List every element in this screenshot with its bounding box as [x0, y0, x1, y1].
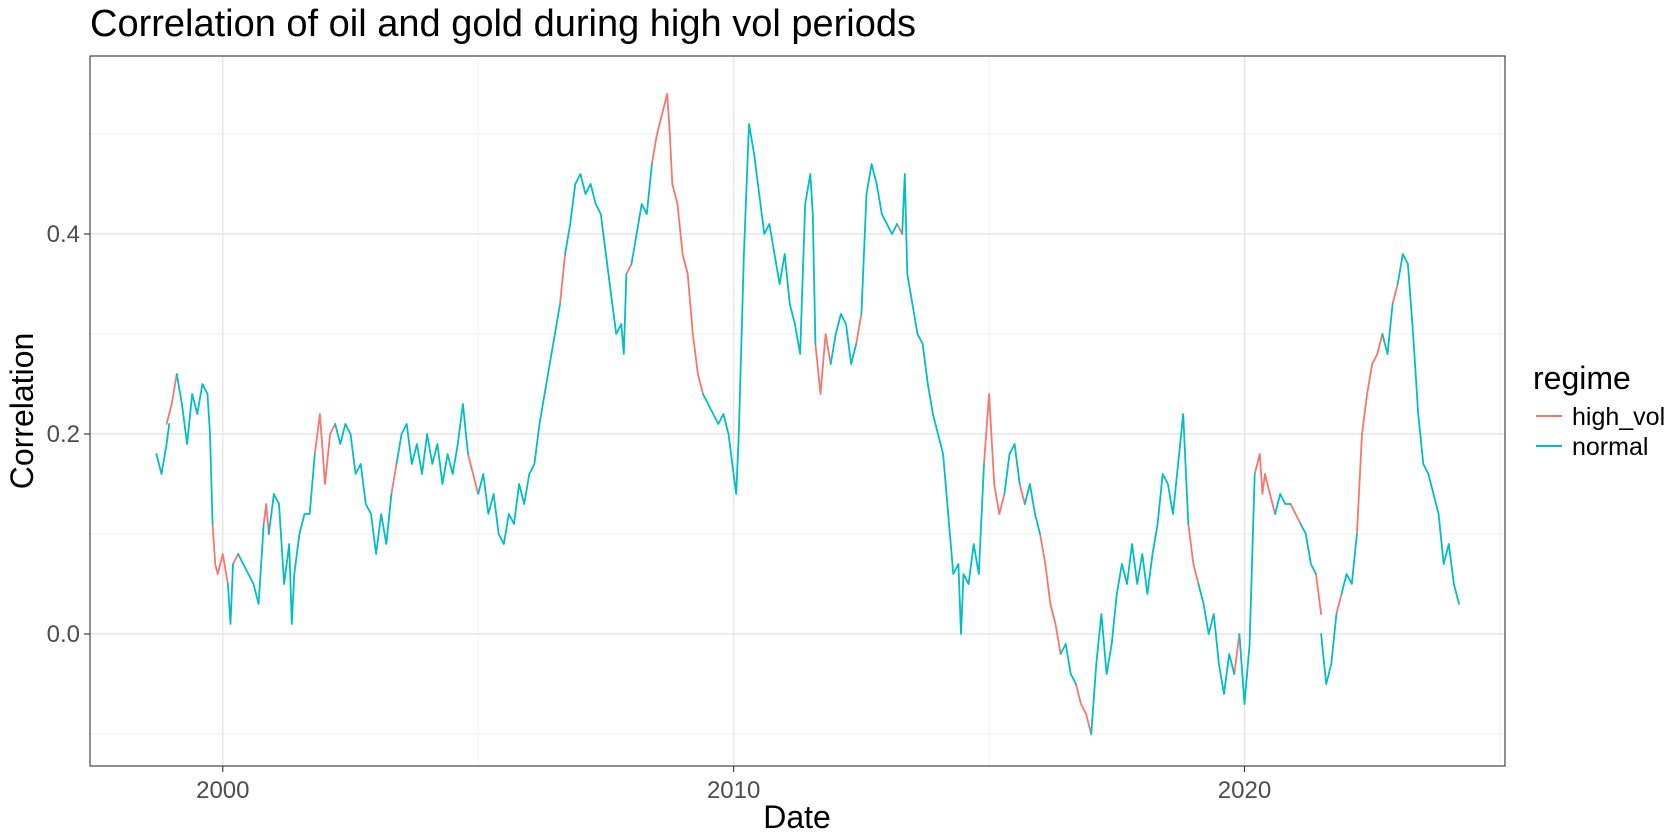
- series-line-high-vol: [651, 93, 704, 395]
- series-line-normal: [267, 453, 316, 625]
- series-line-normal: [1396, 253, 1460, 605]
- series-line-normal: [1381, 303, 1394, 355]
- plot-panel-border: [89, 55, 1506, 767]
- series-lines: [155, 93, 1460, 735]
- series-line-high-vol: [896, 223, 904, 235]
- x-tick-label: 2010: [707, 777, 760, 804]
- x-axis-title: Date: [763, 799, 831, 835]
- series-line-normal: [155, 423, 171, 475]
- legend-title: regime: [1533, 360, 1631, 396]
- series-line-normal: [1340, 533, 1358, 595]
- series-line-high-vol: [1233, 633, 1241, 675]
- series-line-high-vol: [1335, 593, 1343, 615]
- series-line-high-vol: [1187, 523, 1200, 585]
- series-line-high-vol: [559, 253, 566, 305]
- legend-label-high-vol: high_vol: [1572, 403, 1665, 431]
- series-line-normal: [237, 523, 265, 605]
- series-line-high-vol: [1391, 283, 1399, 305]
- series-line-high-vol: [211, 523, 229, 585]
- series-line-high-vol: [390, 463, 398, 495]
- series-line-normal: [564, 173, 628, 355]
- series-line-high-vol: [1253, 453, 1276, 515]
- series-line-high-vol: [262, 503, 270, 535]
- series-line-high-vol: [165, 373, 178, 425]
- series-line-high-vol: [855, 313, 863, 345]
- series-line-high-vol: [1018, 483, 1026, 505]
- series-line-normal: [702, 123, 817, 495]
- chart-title: Correlation of oil and gold during high …: [90, 3, 916, 45]
- series-line-high-vol: [467, 453, 480, 495]
- y-tick-label: 0.4: [47, 221, 80, 248]
- y-tick-label: 0.2: [47, 421, 80, 448]
- x-tick-label: 2020: [1218, 777, 1271, 804]
- series-line-normal: [901, 173, 985, 635]
- series-line-high-vol: [1075, 683, 1093, 735]
- y-tick-label: 0.0: [47, 621, 80, 648]
- series-line-normal: [227, 563, 234, 625]
- series-line-normal: [1299, 523, 1317, 575]
- series-line-normal: [395, 403, 469, 485]
- series-line-high-vol: [814, 333, 832, 395]
- legend-label-normal: normal: [1572, 433, 1648, 461]
- series-line-normal: [1090, 413, 1190, 735]
- series-line-normal: [1003, 443, 1021, 495]
- series-line-normal: [334, 423, 393, 555]
- series-line-high-vol: [313, 413, 337, 485]
- series-line-normal: [1274, 493, 1292, 515]
- series-line-high-vol: [1356, 333, 1384, 535]
- series-line-high-vol: [1289, 503, 1302, 525]
- series-line-normal: [630, 163, 653, 265]
- series-line-normal: [1023, 483, 1041, 535]
- series-line-high-vol: [1039, 533, 1062, 655]
- series-line-high-vol: [983, 393, 1006, 515]
- series-line-normal: [1320, 613, 1338, 685]
- x-tick-label: 2000: [196, 777, 249, 804]
- series-line-high-vol: [232, 553, 239, 565]
- y-axis-title: Correlation: [4, 333, 40, 490]
- series-line-high-vol: [1315, 573, 1322, 615]
- series-line-normal: [175, 373, 214, 525]
- series-line-normal: [1197, 583, 1236, 695]
- series-line-normal: [477, 303, 561, 545]
- series-line-normal: [829, 313, 858, 365]
- series-line-high-vol: [625, 263, 633, 275]
- series-line-normal: [1059, 643, 1077, 685]
- series-line-normal: [1238, 473, 1256, 705]
- axis-ticks: 2000 2010 2020 0.0 0.2 0.4: [47, 221, 1272, 804]
- series-line-normal: [860, 163, 898, 315]
- legend: regime high_vol normal: [1533, 360, 1665, 461]
